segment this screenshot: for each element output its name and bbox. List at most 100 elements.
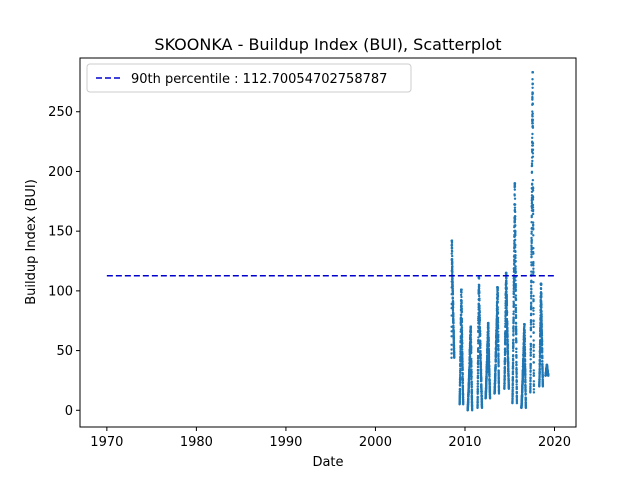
data-point [487, 355, 491, 358]
data-point [461, 368, 464, 372]
data-point [532, 380, 536, 383]
data-point [540, 312, 543, 316]
data-point [477, 287, 481, 290]
data-point [531, 178, 535, 182]
data-point [531, 208, 535, 212]
data-point [515, 330, 518, 333]
data-point [477, 350, 480, 354]
data-point [523, 365, 527, 368]
data-point [524, 399, 527, 402]
data-point [507, 364, 510, 368]
data-point [497, 385, 501, 389]
data-point [485, 383, 488, 386]
data-point [523, 348, 527, 351]
data-point [514, 309, 518, 312]
data-point [493, 388, 496, 391]
data-point [538, 367, 541, 371]
data-point [514, 306, 518, 310]
data-point [487, 357, 491, 361]
data-point [514, 289, 517, 292]
data-point [480, 384, 483, 388]
data-point [531, 126, 535, 129]
data-point [470, 380, 473, 384]
data-point [541, 362, 544, 366]
data-point [461, 403, 465, 406]
data-point [506, 357, 510, 360]
data-point [505, 287, 508, 291]
data-point [494, 363, 497, 366]
data-point [531, 223, 535, 226]
data-point [511, 389, 514, 392]
data-point [451, 305, 455, 309]
data-point [467, 390, 470, 393]
data-point [529, 326, 533, 329]
data-point [515, 401, 519, 405]
data-point [540, 339, 544, 342]
data-point [513, 206, 517, 209]
data-point [450, 352, 453, 355]
data-point [460, 304, 463, 308]
data-point [514, 322, 518, 325]
data-point [496, 308, 499, 311]
data-point [460, 345, 464, 348]
data-point [529, 312, 533, 315]
data-point [504, 336, 507, 339]
data-point [503, 367, 507, 371]
data-point [512, 295, 515, 299]
data-point [496, 327, 500, 330]
data-point [540, 314, 543, 318]
data-point [515, 356, 518, 359]
data-point [531, 97, 534, 100]
data-point [497, 358, 500, 362]
data-point [523, 343, 526, 346]
data-point [540, 306, 543, 309]
data-point [496, 306, 499, 309]
data-point [451, 270, 454, 273]
y-tick-label: 100 [48, 284, 73, 299]
data-point [523, 323, 526, 326]
data-point [531, 82, 534, 86]
data-point [512, 325, 515, 328]
data-point [505, 276, 508, 280]
data-point [532, 271, 535, 274]
data-point [540, 303, 543, 306]
data-point [470, 360, 473, 363]
data-point [524, 406, 528, 410]
data-point [479, 342, 482, 345]
data-point [459, 357, 462, 361]
data-point [524, 392, 527, 395]
data-point [531, 136, 534, 140]
data-point [540, 334, 544, 337]
data-point [496, 297, 499, 301]
data-point [521, 386, 524, 389]
data-point [532, 228, 535, 231]
data-point [530, 163, 534, 167]
y-tick-label: 50 [56, 344, 73, 359]
chart-title: SKOONKA - Buildup Index (BUI), Scatterpl… [154, 35, 501, 54]
data-point [529, 363, 532, 366]
data-point [460, 326, 464, 329]
data-point [532, 280, 535, 284]
data-point [450, 348, 453, 351]
data-point [496, 330, 500, 333]
data-point [511, 378, 515, 381]
data-point [514, 310, 518, 314]
data-point [515, 350, 518, 354]
data-point [476, 385, 480, 388]
data-point [487, 323, 490, 327]
data-point [529, 353, 532, 357]
data-point [531, 159, 534, 163]
data-point [529, 385, 532, 388]
data-point [506, 333, 509, 337]
data-point [477, 302, 480, 305]
data-point [532, 264, 535, 267]
y-tick-label: 200 [48, 165, 73, 180]
data-point [503, 369, 506, 372]
data-point [514, 316, 518, 320]
data-point [531, 196, 535, 199]
data-point [506, 351, 510, 354]
x-tick-label: 1970 [90, 435, 123, 450]
data-point [469, 347, 473, 350]
data-point [513, 246, 517, 249]
data-point [532, 331, 535, 334]
